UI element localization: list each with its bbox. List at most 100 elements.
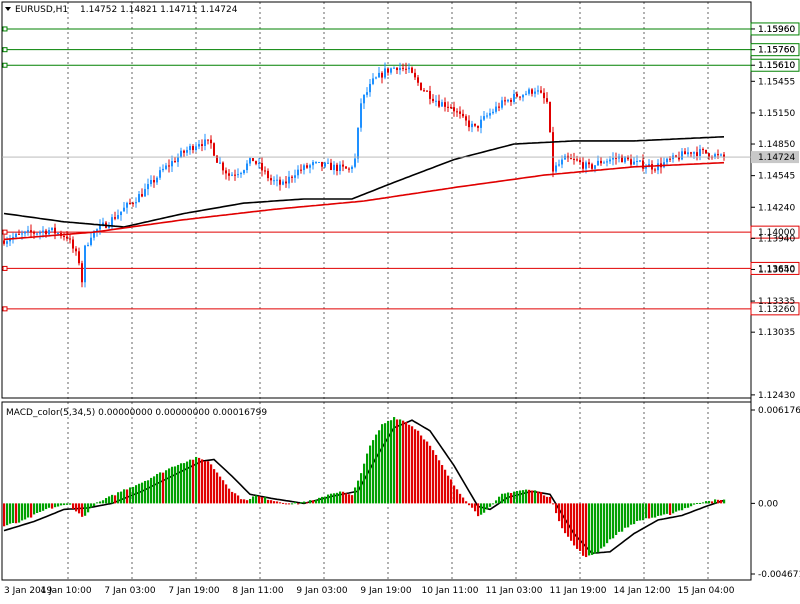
- candle-up: [39, 232, 41, 234]
- macd-bar: [630, 503, 633, 525]
- macd-bar: [477, 503, 480, 517]
- macd-bar: [6, 503, 9, 526]
- candle-down: [591, 164, 593, 169]
- macd-bar: [402, 420, 405, 504]
- macd-bar: [468, 503, 471, 506]
- candle-down: [519, 96, 521, 98]
- candle-up: [495, 106, 497, 112]
- macd-bar: [30, 503, 33, 518]
- candle-down: [210, 139, 212, 144]
- macd-bar: [207, 461, 210, 504]
- macd-bar: [78, 503, 81, 514]
- macd-bar: [189, 459, 192, 504]
- macd-bar: [222, 480, 225, 504]
- candle-up: [441, 102, 443, 107]
- macd-bar: [486, 503, 489, 510]
- candle-down: [414, 72, 416, 78]
- macd-bar: [678, 503, 681, 511]
- candle-down: [114, 217, 116, 219]
- candle-down: [75, 248, 77, 252]
- macd-bar: [42, 503, 45, 511]
- candle-down: [678, 156, 680, 160]
- candlesticks: [3, 62, 725, 288]
- candle-up: [237, 174, 239, 176]
- macd-bar: [681, 503, 684, 511]
- macd-bar: [267, 499, 270, 504]
- candle-up: [534, 91, 536, 94]
- candle-up: [555, 165, 557, 172]
- macd-bar: [387, 420, 390, 504]
- macd-bar: [99, 501, 102, 504]
- candle-down: [72, 239, 74, 249]
- macd-bar: [75, 503, 78, 512]
- macd-bar: [615, 503, 618, 535]
- support-level-handle: [2, 229, 8, 235]
- support-level-label: 1.13650: [758, 264, 795, 274]
- macd-bar: [600, 503, 603, 549]
- candle-up: [399, 67, 401, 71]
- macd-bar: [549, 496, 552, 504]
- macd-bar: [522, 490, 525, 504]
- macd-bar: [561, 503, 564, 529]
- candle-down: [261, 162, 263, 171]
- macd-bar: [45, 503, 48, 510]
- macd-bar: [456, 489, 459, 504]
- macd-bar: [270, 500, 273, 504]
- dropdown-arrow-icon[interactable]: [5, 7, 11, 11]
- candle-down: [267, 170, 269, 179]
- macd-bar: [588, 503, 591, 556]
- candle-up: [117, 215, 119, 219]
- macd-bar: [453, 485, 456, 504]
- macd-bar: [150, 477, 153, 504]
- candle-down: [63, 236, 65, 238]
- candle-up: [558, 164, 560, 166]
- macd-bar: [642, 503, 645, 521]
- time-tick-label: 9 Jan 19:00: [360, 586, 412, 596]
- candle-up: [162, 168, 164, 171]
- price-tick-label: 1.14850: [758, 140, 795, 150]
- candle-up: [93, 231, 95, 238]
- candle-up: [339, 164, 341, 171]
- macd-bar: [696, 502, 699, 504]
- macd-bar: [195, 456, 198, 504]
- macd-bar: [720, 499, 723, 504]
- candle-down: [531, 89, 533, 94]
- macd-bar: [546, 496, 549, 504]
- candle-down: [438, 100, 440, 107]
- macd-bar: [54, 503, 57, 508]
- macd-bar: [96, 502, 99, 504]
- candle-down: [345, 166, 347, 169]
- candle-up: [231, 174, 233, 176]
- macd-bar: [285, 503, 288, 505]
- candle-down: [450, 106, 452, 108]
- candle-down: [576, 159, 578, 161]
- macd-bar: [216, 472, 219, 504]
- candle-up: [126, 202, 128, 208]
- time-tick-label: 7 Jan 19:00: [168, 586, 220, 596]
- candle-up: [564, 155, 566, 160]
- price-panel-border: [1, 1, 752, 399]
- candle-down: [285, 181, 287, 184]
- macd-bar: [639, 503, 642, 521]
- candle-down: [78, 251, 80, 264]
- macd-bar: [294, 501, 297, 504]
- macd-bar: [201, 459, 204, 504]
- candle-up: [156, 177, 158, 183]
- candle-down: [468, 120, 470, 128]
- resistance-level-handle: [2, 47, 8, 53]
- candle-down: [252, 158, 254, 162]
- macd-bar: [123, 489, 126, 504]
- candle-up: [483, 116, 485, 120]
- macd-bar: [381, 424, 384, 504]
- support-level-label: 1.14000: [758, 228, 795, 238]
- macd-bar: [141, 482, 144, 504]
- macd-bar: [450, 479, 453, 504]
- macd-tick-label: 0.006176: [758, 406, 800, 416]
- candle-up: [312, 162, 314, 166]
- candle-up: [597, 160, 599, 166]
- candle-down: [444, 102, 446, 107]
- candle-up: [363, 94, 365, 104]
- macd-bar: [300, 502, 303, 504]
- macd-bar: [636, 503, 639, 522]
